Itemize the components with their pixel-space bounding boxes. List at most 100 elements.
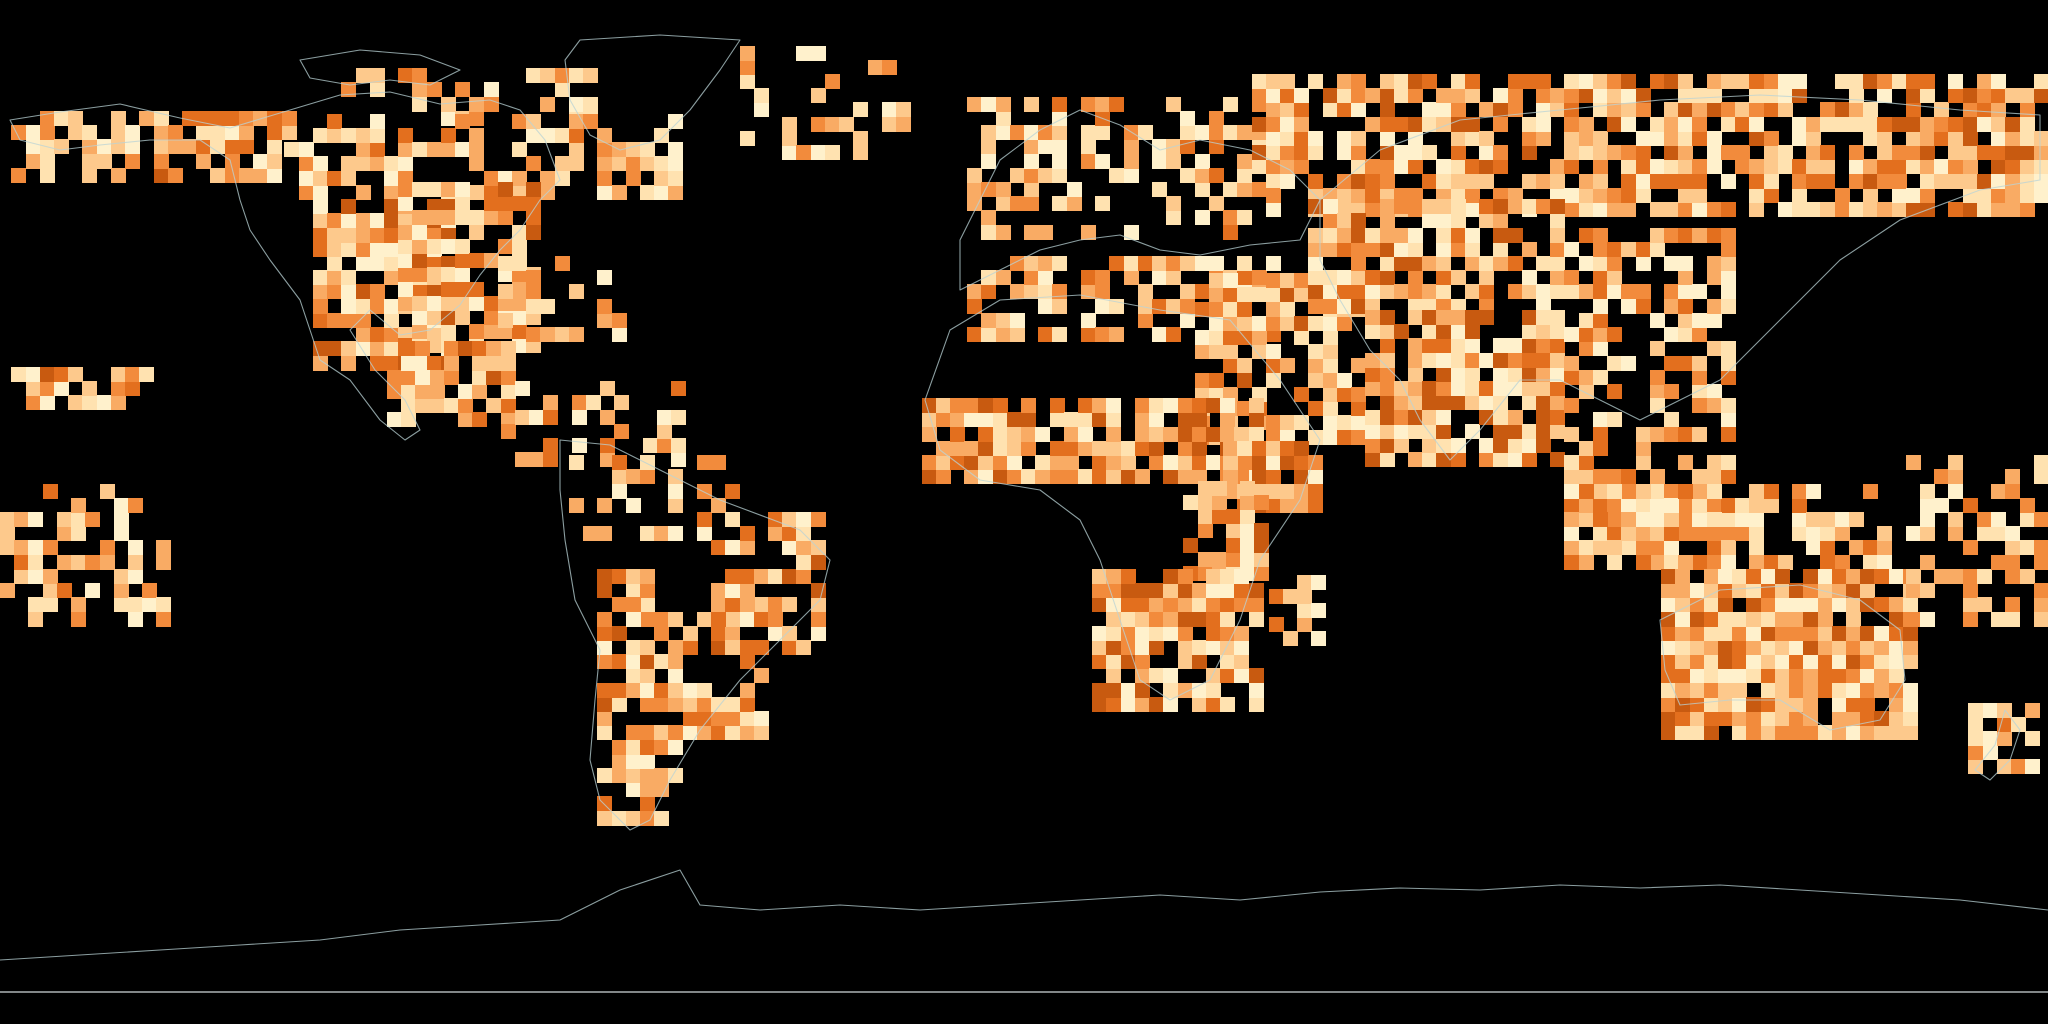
data-cell-north-america-central	[512, 296, 527, 311]
data-cell-south-america-north	[725, 484, 740, 499]
data-cell-southern-africa	[1206, 612, 1221, 627]
data-cell-indonesia-new-guinea	[1749, 526, 1764, 541]
data-cell-south-asia	[1493, 381, 1508, 396]
data-cell-australia	[1789, 711, 1804, 726]
data-cell-central-asia	[1550, 284, 1565, 299]
data-cell-australia	[1761, 640, 1776, 655]
data-cell-china	[1636, 284, 1651, 299]
data-cell-siberia	[1678, 174, 1693, 189]
data-cell-southeast-asia	[1607, 498, 1622, 513]
data-cell-canada-north	[356, 185, 371, 200]
data-cell-southern-africa	[1206, 583, 1221, 598]
data-cell-alaska-yukon	[210, 111, 225, 126]
data-cell-australia	[1818, 569, 1833, 584]
data-cell-north-america-west	[356, 213, 371, 228]
data-cell-north-america-east	[597, 313, 612, 328]
data-cell-southern-africa	[1220, 654, 1235, 669]
data-cell-south-america-north	[612, 469, 627, 484]
data-cell-mediterranean	[1138, 299, 1153, 314]
data-cell-southern-africa	[1106, 569, 1121, 584]
data-cell-siberia	[1977, 145, 1992, 160]
data-cell-north-america-central	[498, 182, 513, 197]
data-cell-siberia	[1593, 88, 1608, 103]
data-cell-mexico	[444, 370, 459, 385]
data-cell-central-asia	[1550, 199, 1565, 214]
data-cell-china	[1721, 242, 1736, 257]
data-cell-hawaii	[97, 395, 112, 410]
data-cell-pacific-islands-central	[28, 540, 43, 555]
data-cell-australia	[1661, 697, 1676, 712]
data-cell-siberia	[1991, 88, 2006, 103]
data-cell-brazil-east	[796, 555, 811, 570]
data-cell-mediterranean	[1038, 256, 1053, 271]
data-cell-middle-east	[1294, 287, 1309, 302]
data-cell-greenland-coast	[740, 74, 755, 89]
data-cell-southern-africa	[1206, 597, 1221, 612]
data-cell-australia	[1661, 569, 1676, 584]
data-cell-australia	[1846, 711, 1861, 726]
data-cell-southeast-asia	[1707, 398, 1722, 413]
data-cell-andes-chile	[640, 612, 655, 627]
data-cell-north-america-central	[412, 239, 427, 254]
data-cell-china	[1678, 313, 1693, 328]
data-cell-north-america-central	[412, 296, 427, 311]
data-cell-andes-chile	[597, 683, 612, 698]
data-cell-australia	[1818, 683, 1833, 698]
data-cell-central-asia	[1465, 256, 1480, 271]
data-cell-south-asia	[1380, 381, 1395, 396]
data-cell-central-asia	[1365, 242, 1380, 257]
data-cell-australia	[1732, 569, 1747, 584]
data-cell-canada-north	[341, 171, 356, 186]
data-cell-south-asia	[1436, 324, 1451, 339]
data-cell-south-asia	[1436, 424, 1451, 439]
data-cell-siberia	[1806, 117, 1821, 132]
data-cell-patagonia	[626, 768, 641, 783]
data-cell-siberia	[1934, 117, 1949, 132]
data-cell-canada-north	[512, 114, 527, 129]
data-cell-brazil-east	[782, 526, 797, 541]
data-cell-northern-europe	[1237, 125, 1252, 140]
data-cell-mediterranean	[1109, 327, 1124, 342]
data-cell-central-america-caribbean	[600, 381, 615, 396]
data-cell-siberia	[2020, 131, 2035, 146]
data-cell-southeast-asia	[1721, 555, 1736, 570]
data-cell-mediterranean	[1052, 327, 1067, 342]
data-cell-china	[1707, 299, 1722, 314]
data-cell-greenland-coast	[740, 60, 755, 75]
data-cell-australia	[1746, 597, 1761, 612]
data-cell-argentina-paraguay	[711, 697, 726, 712]
data-cell-pacific-islands-central	[0, 540, 15, 555]
data-cell-central-america-caribbean	[600, 452, 615, 467]
data-cell-siberia	[1636, 188, 1651, 203]
data-cell-siberia	[1806, 202, 1821, 217]
data-cell-sahel	[1178, 427, 1193, 442]
data-cell-canada-north	[341, 128, 356, 143]
data-cell-southeast-asia	[1593, 469, 1608, 484]
data-cell-australia	[1874, 683, 1889, 698]
data-cell-siberia	[1963, 102, 1978, 117]
data-cell-indonesia-new-guinea	[1650, 526, 1665, 541]
data-cell-south-america-north	[668, 526, 683, 541]
data-cell-north-america-west	[356, 313, 371, 328]
data-cell-northern-europe	[1152, 182, 1167, 197]
data-cell-north-america-east	[498, 256, 513, 271]
data-cell-mexico	[501, 384, 516, 399]
data-cell-siberia	[1963, 88, 1978, 103]
data-cell-canada-north	[583, 114, 598, 129]
data-cell-brazil-east	[725, 540, 740, 555]
data-cell-indonesia-new-guinea	[1664, 498, 1679, 513]
data-cell-pacific-islands-west	[1920, 484, 1935, 499]
data-cell-south-asia	[1422, 310, 1437, 325]
data-cell-brazil-east	[740, 640, 755, 655]
data-cell-siberia	[1735, 159, 1750, 174]
data-cell-horn-of-africa	[1223, 469, 1238, 484]
data-cell-andes-chile	[597, 725, 612, 740]
data-cell-pacific-islands-west	[1977, 597, 1992, 612]
data-cell-canada-north	[455, 142, 470, 157]
data-cell-andes-chile	[640, 654, 655, 669]
data-cell-andes-chile	[612, 654, 627, 669]
data-cell-siberia	[2005, 159, 2020, 174]
data-cell-central-asia	[1451, 199, 1466, 214]
